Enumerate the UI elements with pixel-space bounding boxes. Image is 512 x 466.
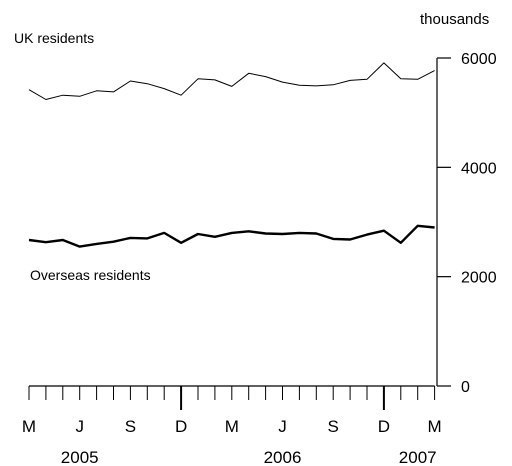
x-month-label: M: [22, 417, 36, 436]
x-month-label: J: [278, 417, 287, 436]
x-year-label: 2007: [399, 448, 437, 466]
x-month-label: S: [125, 417, 136, 436]
series-label-uk-residents: UK residents: [14, 30, 94, 46]
x-month-label: M: [225, 417, 239, 436]
y-unit-label: thousands: [420, 11, 489, 28]
x-year-label: 2005: [61, 448, 99, 466]
series-line-uk-residents: [28, 62, 435, 100]
series-line-overseas-residents: [28, 224, 435, 248]
series-lines: [28, 62, 435, 248]
axes: [28, 57, 451, 410]
x-month-label: D: [175, 417, 187, 436]
y-tick-label: 6000: [461, 51, 497, 68]
y-tick-label: 2000: [461, 270, 497, 287]
x-month-label: M: [428, 417, 442, 436]
x-month-label: J: [75, 417, 84, 436]
series-label-overseas-residents: Overseas residents: [30, 267, 151, 283]
x-month-label: D: [378, 417, 390, 436]
chart-labels: 0 2000 4000 6000 M J S D M J S D M 2005 2006 2007 UK res…: [14, 30, 497, 466]
x-year-label: 2006: [264, 448, 302, 466]
y-tick-label: 0: [461, 379, 470, 396]
x-month-label: S: [328, 417, 339, 436]
y-tick-label: 4000: [461, 160, 497, 177]
